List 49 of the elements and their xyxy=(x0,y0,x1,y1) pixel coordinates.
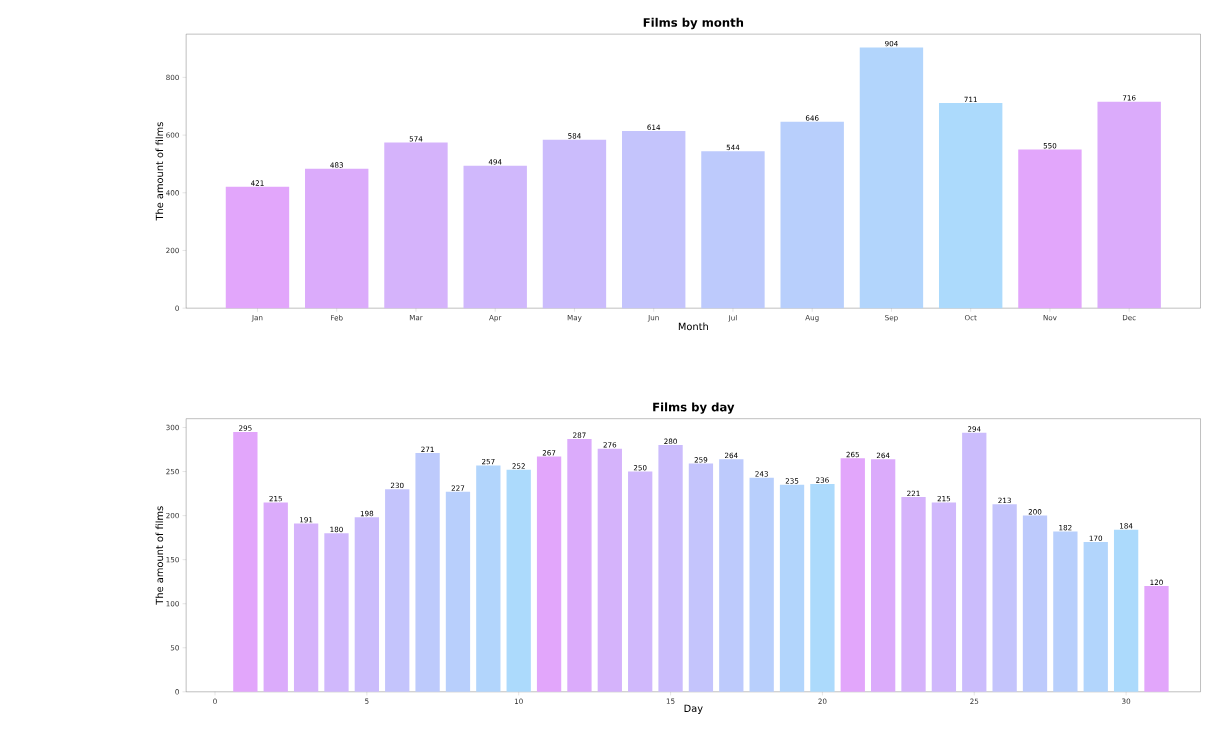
bar xyxy=(859,47,924,309)
bar xyxy=(1022,515,1048,692)
bar xyxy=(962,432,987,692)
x-axis-title: Month xyxy=(678,322,708,331)
bar xyxy=(1053,531,1078,692)
bar xyxy=(384,142,448,309)
bar xyxy=(263,502,288,692)
x-axis-title: Day xyxy=(684,704,703,714)
bar xyxy=(1113,529,1139,692)
bar xyxy=(1144,586,1169,692)
bar xyxy=(385,489,410,692)
bar xyxy=(688,463,714,692)
bar xyxy=(225,186,290,309)
bar xyxy=(324,533,349,692)
bar xyxy=(597,448,622,692)
y-axis-title: The amount of films xyxy=(155,122,164,221)
bar xyxy=(506,469,531,692)
bar xyxy=(476,465,501,692)
bar xyxy=(628,471,653,692)
bar xyxy=(1097,101,1161,309)
bar xyxy=(749,477,774,692)
bar xyxy=(354,517,379,692)
bar xyxy=(871,459,896,692)
bar xyxy=(719,459,744,692)
bar xyxy=(901,497,926,692)
bar xyxy=(992,504,1017,692)
bar xyxy=(1018,149,1082,309)
bar xyxy=(1083,541,1108,692)
bar xyxy=(938,103,1003,309)
bar xyxy=(840,458,865,692)
bar xyxy=(779,484,805,692)
bar xyxy=(567,438,592,692)
chart-title: Films by month xyxy=(643,17,744,30)
bar xyxy=(536,456,562,692)
bar xyxy=(931,502,957,692)
bar xyxy=(780,121,844,309)
bar xyxy=(463,165,527,309)
chart-title: Films by day xyxy=(653,402,735,414)
bar xyxy=(233,431,258,692)
y-axis-title: The amount of films xyxy=(155,506,164,605)
bar xyxy=(305,168,369,309)
bar xyxy=(701,151,765,309)
bar xyxy=(542,139,607,309)
bar xyxy=(658,445,683,692)
bar xyxy=(622,130,686,309)
bar xyxy=(810,483,835,692)
bar xyxy=(415,452,440,692)
bar xyxy=(445,491,471,692)
bar xyxy=(293,523,319,692)
